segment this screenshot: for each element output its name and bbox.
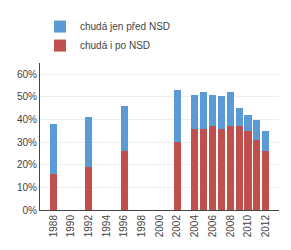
svg-text:2012: 2012 bbox=[260, 215, 271, 238]
svg-text:1992: 1992 bbox=[83, 215, 94, 238]
svg-text:1994: 1994 bbox=[101, 215, 112, 238]
svg-text:0%: 0% bbox=[23, 205, 38, 216]
svg-text:2008: 2008 bbox=[225, 215, 236, 238]
svg-text:40%: 40% bbox=[17, 114, 37, 125]
svg-text:2002: 2002 bbox=[171, 215, 182, 238]
svg-text:50%: 50% bbox=[17, 91, 37, 102]
svg-text:chudá jen před NSD: chudá jen před NSD bbox=[80, 21, 170, 32]
svg-text:2000: 2000 bbox=[154, 215, 165, 238]
svg-text:2004: 2004 bbox=[189, 215, 200, 238]
svg-text:2006: 2006 bbox=[207, 215, 218, 238]
svg-text:2010: 2010 bbox=[242, 215, 253, 238]
svg-text:30%: 30% bbox=[17, 137, 37, 148]
svg-text:20%: 20% bbox=[17, 159, 37, 170]
svg-text:10%: 10% bbox=[17, 182, 37, 193]
svg-text:1998: 1998 bbox=[136, 215, 147, 238]
svg-text:chudá i po NSD: chudá i po NSD bbox=[80, 40, 150, 51]
svg-text:60%: 60% bbox=[17, 69, 37, 80]
svg-text:1990: 1990 bbox=[65, 215, 76, 238]
svg-text:1996: 1996 bbox=[118, 215, 129, 238]
svg-text:1988: 1988 bbox=[48, 215, 59, 238]
